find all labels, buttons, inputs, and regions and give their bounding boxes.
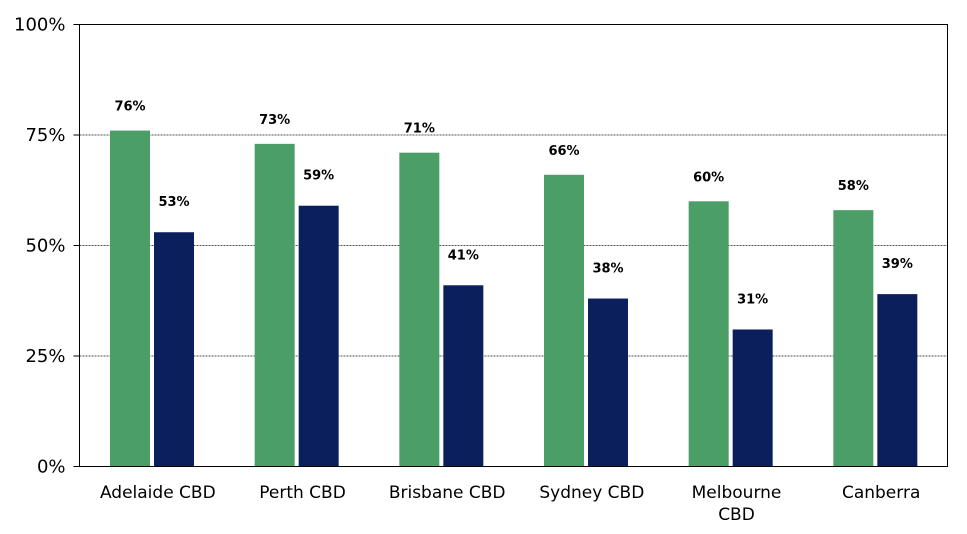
bar-series2-sydney-cbd — [588, 298, 628, 467]
data-label: 38% — [592, 262, 623, 277]
data-label: 60% — [693, 170, 724, 185]
x-tick-label: Brisbane CBD — [389, 483, 506, 503]
data-label: 76% — [114, 100, 145, 115]
bar-series2-brisbane-cbd — [443, 285, 484, 467]
data-label: 41% — [448, 248, 479, 263]
bar-series1-canberra — [833, 210, 874, 467]
y-tick-label: 25% — [25, 346, 65, 367]
y-tick-label: 75% — [25, 125, 65, 146]
bar-series2-adelaide-cbd — [154, 232, 194, 467]
data-label: 31% — [737, 292, 768, 307]
y-tick-label: 100% — [14, 15, 65, 36]
x-axis-labels: Adelaide CBD Perth CBD Brisbane CBD Sydney … — [100, 483, 920, 525]
y-axis-ticks: 0% 25% 50% 75% 100% — [14, 15, 80, 478]
gridlines — [79, 134, 948, 357]
plot-area-frame — [79, 24, 948, 467]
y-tick-label: 0% — [37, 457, 66, 478]
data-label: 73% — [259, 113, 290, 128]
data-label: 59% — [303, 169, 334, 184]
data-label: 53% — [158, 195, 189, 210]
data-labels: 76% 53% 73% 59% 71% 41% 66% 38% 60% 31% 58% 39% — [114, 100, 912, 308]
y-tick-label: 50% — [25, 236, 65, 257]
data-label: 58% — [838, 179, 869, 194]
x-tick-label: Canberra — [842, 483, 920, 503]
bar-series1-brisbane-cbd — [399, 152, 440, 467]
bar-series1-adelaide-cbd — [110, 130, 150, 467]
x-tick-label: Melbourne CBD — [692, 483, 782, 525]
bar-series1-melbourne-cbd — [688, 201, 729, 467]
x-tick-label: Sydney CBD — [539, 483, 644, 503]
x-tick-label: Adelaide CBD — [100, 483, 216, 503]
bar-series1-perth-cbd — [254, 143, 295, 467]
data-label: 71% — [404, 122, 435, 137]
bar-series2-perth-cbd — [298, 205, 339, 467]
bar-series2-melbourne-cbd — [732, 329, 773, 467]
x-tick-label: Perth CBD — [259, 483, 346, 503]
bars — [110, 130, 918, 467]
bar-series1-sydney-cbd — [544, 174, 584, 467]
bar-series2-canberra — [877, 294, 918, 467]
data-label: 39% — [882, 257, 913, 272]
data-label: 66% — [548, 144, 579, 159]
